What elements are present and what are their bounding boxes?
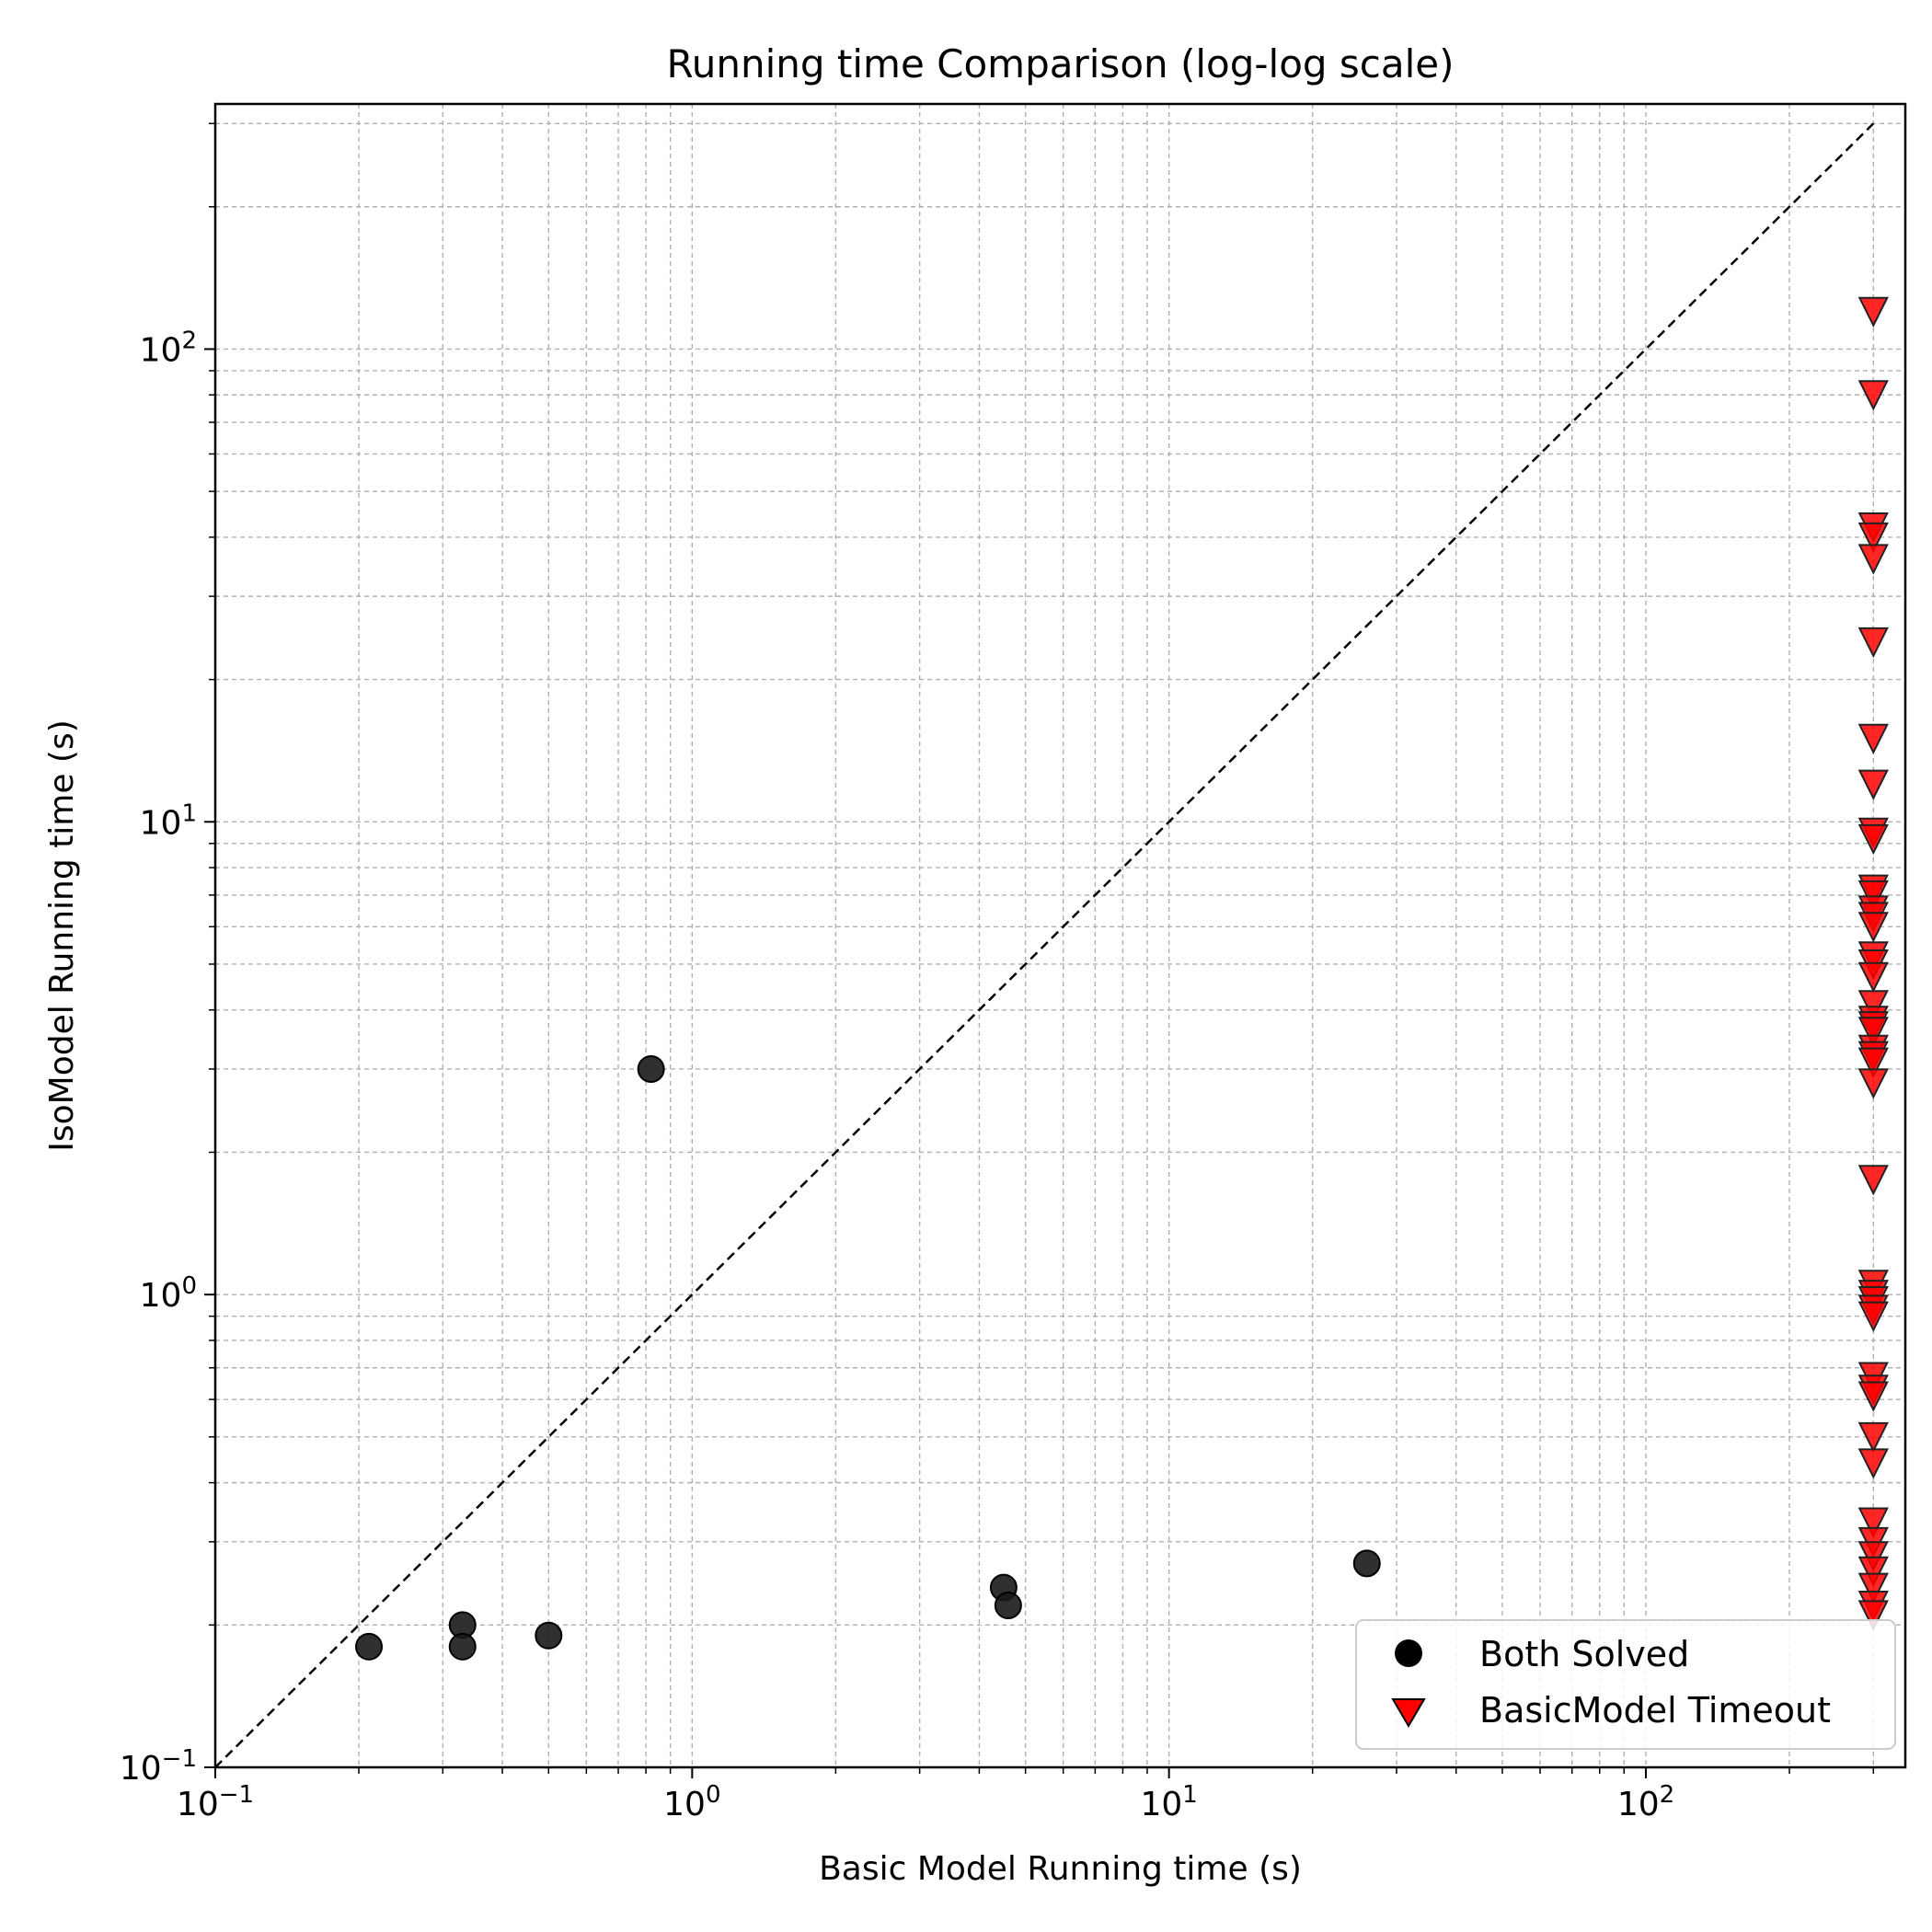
both-solved-point bbox=[355, 1632, 384, 1661]
timeout-point bbox=[1857, 1381, 1889, 1412]
timeout-point bbox=[1857, 1556, 1889, 1587]
grid bbox=[214, 104, 1905, 1768]
y-axis-label: IsoModel Running time (s) bbox=[43, 719, 81, 1152]
timeout-point bbox=[1857, 380, 1889, 411]
y-tick-label: 10−1 bbox=[120, 1745, 197, 1788]
timeout-point bbox=[1857, 1572, 1889, 1604]
x-tick-label: 100 bbox=[663, 1781, 720, 1823]
timeout-point bbox=[1857, 1017, 1889, 1048]
timeout-point bbox=[1857, 1421, 1889, 1454]
both-solved-point bbox=[637, 1054, 665, 1083]
timeout-point bbox=[1857, 1301, 1889, 1332]
x-axis-label: Basic Model Running time (s) bbox=[819, 1850, 1302, 1888]
both-solved-point bbox=[1352, 1549, 1381, 1578]
timeout-point bbox=[1857, 627, 1889, 659]
legend-box bbox=[1355, 1619, 1896, 1750]
legend-label-basicmodel-timeout: BasicModel Timeout bbox=[1479, 1690, 1831, 1731]
timeout-point bbox=[1857, 1507, 1889, 1538]
both-solved-point bbox=[994, 1592, 1022, 1620]
legend: Both Solved BasicModel Timeout bbox=[1355, 1619, 1896, 1750]
timeout-point bbox=[1857, 522, 1889, 554]
timeout-point bbox=[1857, 1047, 1889, 1078]
timeout-point bbox=[1857, 769, 1889, 800]
chart-title: Running time Comparison (log-log scale) bbox=[666, 41, 1454, 86]
timeout-point bbox=[1857, 912, 1889, 943]
x-tick-label: 101 bbox=[1140, 1781, 1197, 1823]
legend-triangle-marker bbox=[1391, 1698, 1426, 1728]
legend-circle-marker bbox=[1395, 1639, 1422, 1667]
timeout-point bbox=[1857, 1448, 1889, 1479]
reference-line-group bbox=[214, 122, 1875, 1768]
x-tick-label: 10−1 bbox=[177, 1781, 254, 1823]
y-tick-label: 100 bbox=[140, 1272, 197, 1315]
timeout-point bbox=[1857, 1068, 1889, 1099]
timeout-point bbox=[1857, 823, 1889, 856]
x-tick-label: 102 bbox=[1617, 1781, 1674, 1823]
y-tick-label: 102 bbox=[140, 327, 197, 369]
timeout-point bbox=[1857, 296, 1889, 328]
timeout-point bbox=[1857, 961, 1889, 994]
y-tick-label: 101 bbox=[140, 799, 197, 842]
both-solved-point bbox=[448, 1632, 477, 1661]
timeout-point bbox=[1857, 880, 1889, 912]
timeout-point bbox=[1857, 1541, 1889, 1572]
timeout-point bbox=[1857, 544, 1889, 575]
timeout-point bbox=[1857, 1600, 1889, 1631]
plot-area-frame bbox=[213, 102, 1907, 1769]
diagonal-reference-line bbox=[214, 122, 1875, 1768]
timeout-point bbox=[1857, 723, 1889, 755]
timeout-point bbox=[1857, 990, 1889, 1021]
axis-ticks: 10−1 100 101 102 10−1 100 101 102 bbox=[120, 122, 1875, 1823]
data-points bbox=[355, 296, 1889, 1661]
timeout-point bbox=[1857, 1165, 1889, 1196]
legend-label-both-solved: Both Solved bbox=[1479, 1634, 1689, 1674]
both-solved-point bbox=[535, 1621, 563, 1650]
